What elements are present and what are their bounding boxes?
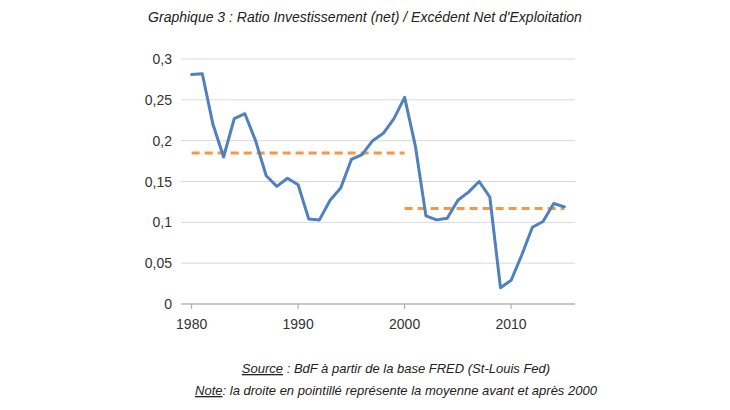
grid-line	[181, 263, 575, 264]
x-tick-label: 2010	[496, 316, 527, 332]
x-tick	[298, 304, 299, 309]
x-tick-label: 1980	[176, 316, 207, 332]
grid-line	[181, 181, 575, 182]
grid-line	[181, 222, 575, 223]
annotation-label: Source	[242, 361, 283, 376]
annotation: Note: la droite en pointillé représente …	[195, 383, 598, 398]
grid-line	[181, 99, 575, 100]
title: Graphique 3 : Ratio Investissement (net)…	[148, 9, 582, 25]
grid-line	[181, 59, 575, 60]
x-axis	[181, 304, 575, 305]
annotation-text: : BdF à partir de la base FRED (St-Louis…	[283, 361, 550, 376]
y-tick-label: 0,1	[153, 214, 173, 230]
annotation-label: Note	[195, 383, 222, 398]
y-tick-label: 0	[164, 296, 172, 312]
x-tick	[404, 304, 405, 309]
chart: Graphique 3 : Ratio Investissement (net)…	[0, 0, 730, 410]
grid-line	[181, 304, 575, 305]
x-tick	[191, 304, 192, 309]
grid-line	[181, 140, 575, 141]
data-line	[192, 74, 565, 288]
x-tick-label: 2000	[389, 316, 420, 332]
y-tick-label: 0,25	[145, 92, 172, 108]
plot-area	[192, 74, 565, 288]
x-tick	[511, 304, 512, 309]
x-tick-label: 1990	[283, 316, 314, 332]
mean-line	[405, 207, 565, 210]
y-tick-label: 0,15	[145, 174, 172, 190]
y-tick-label: 0,2	[153, 133, 173, 149]
y-tick-label: 0,3	[153, 51, 173, 67]
y-tick-label: 0,05	[145, 255, 172, 271]
annotation-text: : la droite en pointillé représente la m…	[223, 383, 598, 398]
annotation: Source : BdF à partir de la base FRED (S…	[242, 361, 550, 376]
